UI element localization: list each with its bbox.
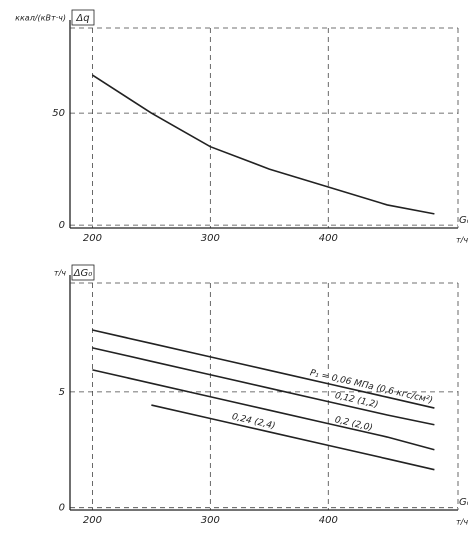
y-tick-label: 0 (59, 220, 65, 231)
x-tick-label: 300 (201, 233, 220, 244)
y-label: ΔG₀ (73, 268, 93, 279)
y-unit-label: т/ч (54, 269, 66, 278)
x-tick-label: 400 (319, 233, 338, 244)
series-label: 0,2 (2,0) (334, 415, 374, 434)
curve (91, 74, 435, 215)
x-tick-label: 300 (201, 515, 220, 526)
y-tick-label: 50 (52, 108, 65, 119)
series-line (92, 369, 435, 451)
series-line (92, 347, 435, 426)
x-tick-label: 200 (83, 515, 102, 526)
x-tick-label: 200 (83, 233, 102, 244)
series-line (151, 404, 435, 471)
y-label: Δq (75, 13, 89, 24)
y-tick-label: 0 (59, 503, 65, 514)
y-tick-label: 5 (59, 387, 65, 398)
y-label-box (71, 9, 95, 26)
x-unit-label: т/ч (456, 236, 468, 245)
x-unit-label: т/ч (456, 518, 468, 527)
y-unit-label: ккал/(кВт·ч) (15, 14, 66, 23)
x-label: G₀ (459, 215, 468, 226)
x-label: G₀ (459, 497, 468, 508)
y-label-box (71, 264, 95, 281)
x-tick-label: 400 (319, 515, 338, 526)
series-line (92, 329, 435, 409)
